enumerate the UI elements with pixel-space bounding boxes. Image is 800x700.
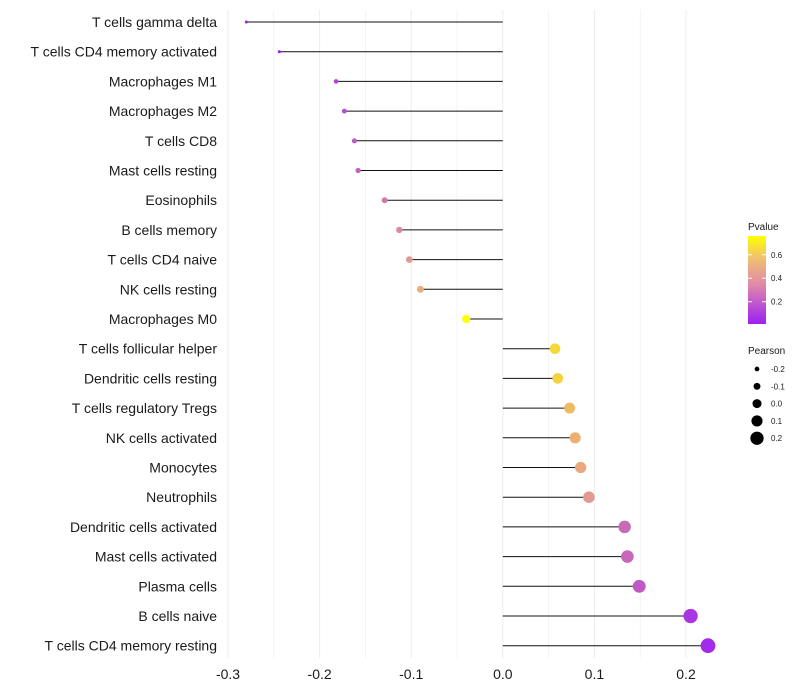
- lollipop-point: [381, 197, 388, 204]
- lollipop-point: [700, 638, 716, 654]
- x-tick-label: 0.2: [676, 666, 696, 682]
- category-label: T cells regulatory Tregs: [72, 400, 217, 416]
- lollipop-point: [277, 50, 281, 54]
- category-label: T cells CD4 memory resting: [45, 638, 217, 654]
- lollipop-point: [355, 167, 361, 174]
- category-label: Plasma cells: [138, 578, 217, 594]
- category-label: T cells gamma delta: [92, 14, 217, 30]
- pvalue-colorbar: [748, 236, 766, 324]
- pvalue-tick-label: 0.2: [771, 298, 783, 307]
- category-label: Mast cells activated: [95, 549, 217, 565]
- category-label: Monocytes: [149, 460, 217, 476]
- lollipop-point: [416, 285, 424, 293]
- pearson-legend-dot: [754, 366, 760, 372]
- pearson-legend-dot: [750, 431, 764, 445]
- lollipop-point: [683, 608, 698, 624]
- lollipop-point: [549, 343, 561, 355]
- x-gridlines: [227, 10, 687, 658]
- category-label: B cells naive: [138, 608, 217, 624]
- lollipop-point: [564, 402, 576, 414]
- x-tick-label: -0.3: [216, 666, 240, 682]
- lollipop-point: [341, 108, 347, 114]
- lollipop-point: [552, 373, 564, 384]
- category-label: T cells follicular helper: [79, 341, 218, 357]
- x-tick-label: -0.1: [399, 666, 423, 682]
- lollipop-stems: [246, 21, 708, 647]
- lollipop-point: [333, 79, 339, 84]
- category-label: T cells CD4 memory activated: [31, 44, 217, 60]
- lollipop-point: [351, 138, 357, 144]
- pearson-legend-label: 0.1: [771, 417, 783, 426]
- lollipop-point: [574, 461, 587, 474]
- pearson-legend-label: -0.1: [771, 382, 785, 391]
- lollipop-points: [244, 20, 716, 654]
- pearson-legend-label: -0.2: [771, 365, 785, 374]
- category-label: B cells memory: [121, 222, 217, 238]
- lollipop-point: [632, 579, 646, 593]
- category-label: Macrophages M0: [109, 311, 217, 327]
- category-label: Macrophages M2: [109, 103, 217, 119]
- pearson-legend-label: 0.0: [771, 400, 783, 409]
- category-label: NK cells activated: [106, 430, 217, 446]
- pearson-legend-dot: [751, 415, 763, 427]
- pvalue-legend-title: Pvalue: [748, 222, 779, 233]
- pearson-legend-dot: [753, 382, 761, 390]
- category-label: Eosinophils: [145, 192, 217, 208]
- category-label: Mast cells resting: [109, 163, 217, 179]
- category-label: Dendritic cells resting: [84, 370, 217, 386]
- category-label: NK cells resting: [120, 281, 217, 297]
- category-label: Macrophages M1: [109, 73, 217, 89]
- lollipop-point: [569, 432, 581, 444]
- x-axis-ticks: -0.3 -0.2 -0.1 0.0 0.1 0.2: [216, 666, 696, 682]
- pearson-legend-label: 0.2: [771, 434, 783, 443]
- pearson-legend: Pearson -0.2 -0.1 0.0 0.1 0.2: [748, 346, 785, 445]
- category-label: T cells CD4 naive: [108, 252, 218, 268]
- pearson-legend-dot: [752, 399, 762, 409]
- category-label: Dendritic cells activated: [70, 519, 217, 535]
- x-tick-label: 0.0: [493, 666, 513, 682]
- category-label: Neutrophils: [146, 489, 217, 505]
- lollipop-point: [618, 520, 631, 534]
- x-tick-label: 0.1: [585, 666, 605, 682]
- pearson-legend-title: Pearson: [748, 346, 785, 357]
- lollipop-point: [621, 550, 634, 563]
- lollipop-point: [244, 20, 248, 24]
- lollipop-point: [583, 491, 595, 503]
- pvalue-tick-label: 0.4: [771, 274, 783, 283]
- category-label: T cells CD8: [145, 133, 217, 149]
- lollipop-point: [406, 256, 413, 263]
- pvalue-tick-label: 0.6: [771, 251, 783, 260]
- lollipop-point: [396, 226, 403, 234]
- category-labels: T cells gamma delta T cells CD4 memory ac…: [31, 14, 218, 654]
- pvalue-legend: Pvalue 0.6 0.4 0.2: [748, 222, 783, 324]
- lollipop-point: [462, 314, 471, 324]
- x-tick-label: -0.2: [308, 666, 332, 682]
